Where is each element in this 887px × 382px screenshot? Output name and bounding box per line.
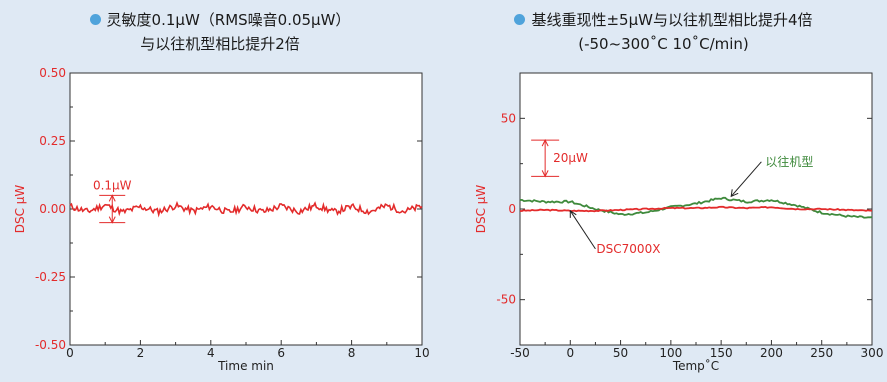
baseline-chart: 50 0 -50 -50 0 50 100 150 200 250 300 Temp˚C DSC μW 2… [474, 72, 884, 373]
series-line-previous-model [519, 196, 873, 219]
callout-line-dsc7000x [569, 210, 596, 250]
callout-arrow-previous [730, 189, 739, 198]
x-tick-label: 10 [414, 346, 429, 360]
x-tick-label: 6 [277, 346, 285, 360]
sensitivity-chart: 0.50 0.25 0.00 -0.25 -0.500 2 4 6 8 10 Time min DSC… [13, 66, 430, 373]
x-axis-label: Time min [217, 359, 274, 373]
callout-line-previous [730, 161, 762, 197]
annotation-arrow-head-down [108, 216, 116, 224]
x-tick-label: 8 [348, 346, 356, 360]
y-axis-label: DSC μW [474, 185, 488, 234]
series-label-dsc7000x: DSC7000X [596, 242, 660, 256]
x-tick-label: 50 [613, 346, 628, 360]
x-tick-label: -50 [510, 346, 530, 360]
annotation-arrow-head-up [541, 138, 549, 147]
y-tick-label: -0.50 [35, 338, 66, 352]
series-label-previous-model: 以往机型 [765, 154, 813, 169]
bullet-icon [514, 14, 526, 25]
y-tick-label: -50 [496, 293, 516, 307]
y-tick-label: 0.50 [39, 66, 66, 80]
series-line-dsc7000x [520, 205, 873, 213]
y-tick-label: -0.25 [35, 270, 66, 284]
y-tick-label: 50 [501, 111, 516, 125]
annotation-label: 20μW [553, 151, 588, 165]
x-tick-label: 100 [659, 346, 682, 360]
chart-title-line1: 基线重现性±5μW与以往机型相比提升4倍 [531, 11, 813, 29]
bullet-icon [89, 14, 101, 25]
series-line-noise [69, 200, 423, 218]
x-axis-label: Temp˚C [672, 358, 719, 373]
chart-subtitle-baseline: (-50~300˚C 10˚C/min) [578, 35, 749, 53]
x-tick-label: 200 [760, 346, 783, 360]
x-tick-label: 2 [137, 346, 145, 360]
chart-title-baseline: 基线重现性±5μW与以往机型相比提升4倍 [440, 8, 887, 32]
y-axis-label: DSC μW [13, 185, 27, 234]
annotation-arrow-head-down [541, 170, 549, 178]
x-tick-label: 0 [566, 346, 574, 360]
y-tick-label: 0 [508, 202, 516, 216]
y-tick-label: 0.25 [39, 134, 66, 148]
chart-title-line1: 灵敏度0.1μW（RMS噪音0.05μW） [106, 11, 351, 29]
x-tick-label: 150 [710, 346, 733, 360]
x-tick-label: 0 [66, 346, 74, 360]
x-tick-label: 250 [810, 346, 833, 360]
chart-panel-sensitivity: 灵敏度0.1μW（RMS噪音0.05μW） 与以往机型相比提升2倍 0.50 0.… [0, 0, 440, 382]
chart-subtitle-sensitivity: 与以往机型相比提升2倍 [140, 35, 300, 53]
plot-area [69, 72, 423, 346]
x-tick-label: 4 [207, 346, 215, 360]
y-tick-label: 0.00 [39, 202, 66, 216]
callout-arrow-dsc7000x [569, 209, 577, 218]
annotation-label: 0.1μW [93, 178, 132, 192]
annotation-arrow-head-up [108, 194, 116, 202]
chart-title-sensitivity: 灵敏度0.1μW（RMS噪音0.05μW） [0, 8, 440, 32]
x-tick-label: 300 [861, 346, 884, 360]
chart-panel-baseline: 基线重现性±5μW与以往机型相比提升4倍 (-50~300˚C 10˚C/min… [440, 0, 887, 382]
